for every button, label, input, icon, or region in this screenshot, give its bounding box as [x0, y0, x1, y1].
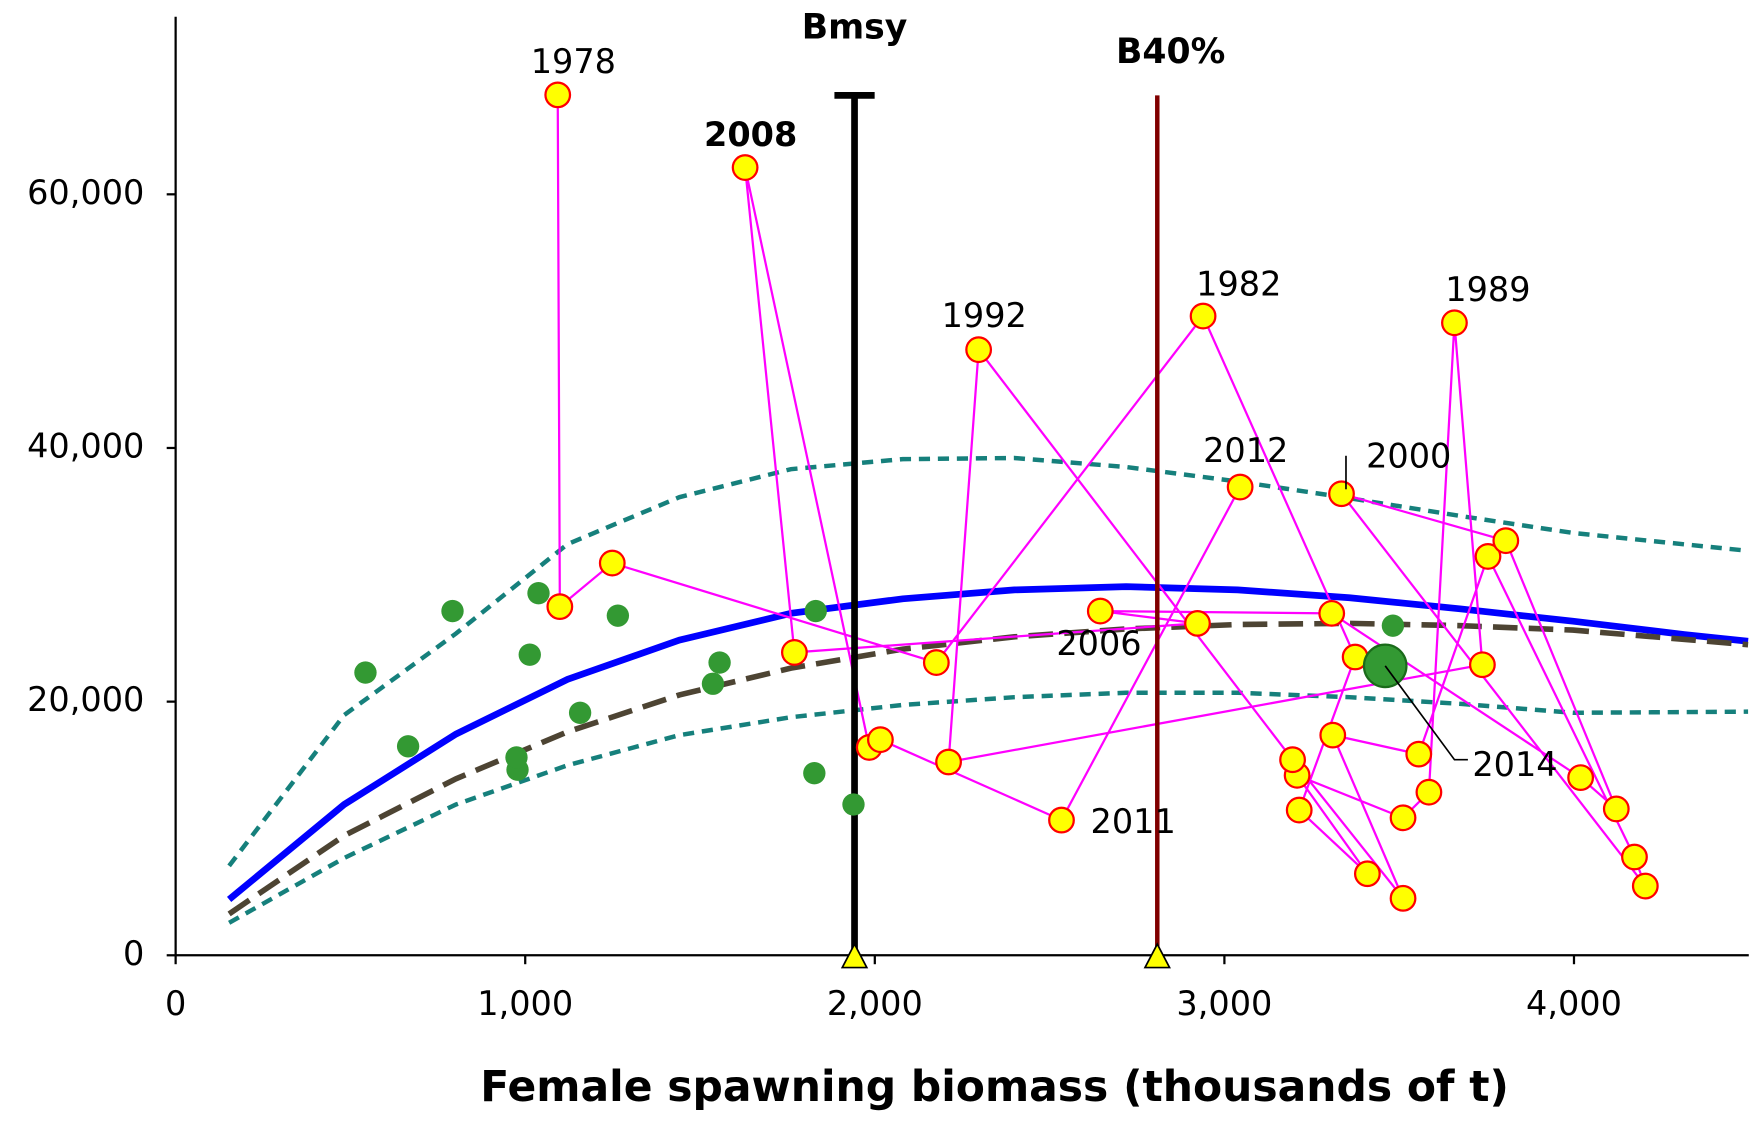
data-point [1226, 473, 1254, 501]
x-tick-label: 3,000 [1176, 984, 1272, 1023]
data-point [842, 793, 865, 816]
data-point [1319, 721, 1347, 749]
reference-label: Bmsy [802, 7, 908, 47]
data-point [1328, 480, 1355, 508]
data-point [527, 582, 550, 605]
point-label: 2006 [1056, 624, 1141, 663]
curve [227, 455, 1749, 868]
point-label: 1978 [531, 42, 616, 81]
data-point [544, 81, 572, 109]
data-point [803, 761, 826, 785]
data-point [1279, 746, 1306, 774]
point-label: 2012 [1203, 431, 1288, 470]
data-point [568, 701, 592, 724]
data-point [1189, 302, 1217, 330]
data-point [1567, 764, 1595, 792]
y-tick-label: 20,000 [27, 680, 144, 719]
data-point [1381, 614, 1405, 637]
data-point [441, 599, 464, 623]
data-point [1389, 804, 1417, 832]
label-leader [1384, 665, 1468, 761]
point-label: 1992 [942, 296, 1027, 335]
x-tick-label: 1,000 [477, 984, 573, 1023]
data-point [1285, 796, 1313, 824]
data-point [1086, 597, 1114, 625]
data-point [1621, 843, 1648, 871]
point-label: 2014 [1472, 745, 1557, 784]
data-point [1441, 309, 1468, 337]
reference-marker [1143, 942, 1171, 969]
point-label: 1982 [1196, 264, 1281, 303]
data-point [1631, 872, 1659, 900]
x-tick-label: 4,000 [1526, 984, 1622, 1023]
data-point [1492, 527, 1520, 555]
data-point [606, 604, 630, 627]
data-point [866, 726, 894, 754]
reference-label: B40% [1116, 32, 1225, 72]
point-label: 2011 [1091, 802, 1176, 841]
data-point [1048, 806, 1075, 834]
data-point [804, 599, 827, 623]
data-point [1602, 795, 1630, 823]
data-point [1405, 740, 1433, 768]
data-point [780, 639, 808, 666]
data-point [965, 336, 993, 364]
data-point [1415, 778, 1443, 806]
y-tick-label: 60,000 [27, 173, 144, 212]
data-point [1468, 651, 1496, 679]
point-label: 2008 [704, 115, 797, 154]
data-point [1184, 609, 1211, 637]
data-point [505, 746, 528, 769]
data-point [1389, 884, 1417, 912]
point-label: 1989 [1445, 270, 1530, 309]
x-tick-label: 2,000 [827, 984, 923, 1023]
y-tick-label: 0 [123, 934, 144, 973]
data-point [701, 672, 725, 695]
point-label: 2000 [1366, 437, 1451, 476]
curve [228, 690, 1749, 925]
data-point [1318, 599, 1346, 627]
data-point [1353, 860, 1381, 888]
data-point [731, 154, 759, 181]
data-point [1474, 543, 1502, 570]
y-tick-label: 40,000 [27, 426, 144, 465]
x-axis-label: Female spawning biomass (thousands of t) [480, 1063, 1509, 1112]
data-point [935, 748, 962, 776]
data-point [396, 735, 420, 758]
curve [226, 583, 1749, 903]
x-tick-label: 0 [165, 984, 186, 1023]
data-point [354, 661, 377, 684]
data-point [598, 549, 626, 577]
data-point [518, 643, 541, 666]
data-point [708, 651, 731, 674]
reference-marker [840, 942, 869, 969]
data-point [922, 649, 950, 676]
data-point [546, 593, 574, 621]
